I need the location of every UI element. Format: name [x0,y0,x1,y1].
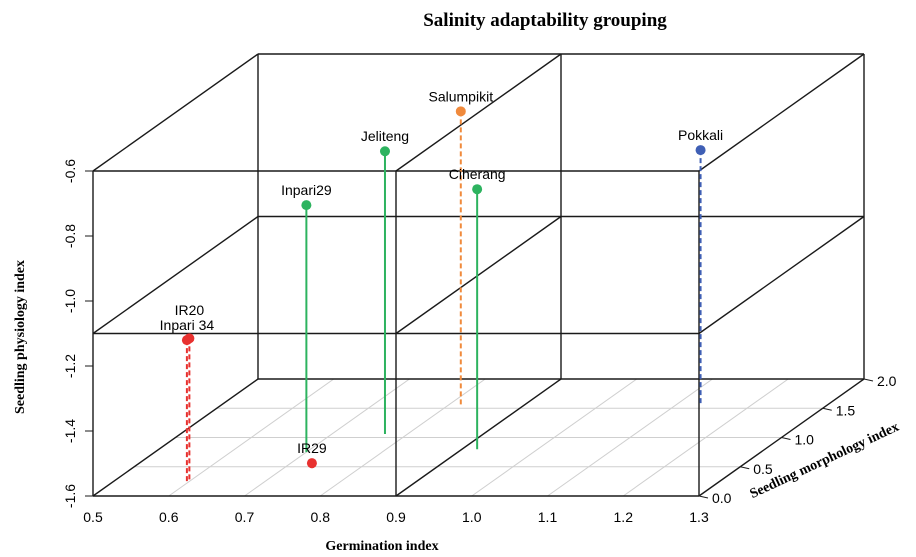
data-point [184,333,195,344]
x-tick-label: 1.1 [538,509,558,525]
point-label: Inpari 34 [160,317,215,333]
data-point [306,458,317,469]
point-label: Inpari29 [281,182,332,198]
x-tick-label: 0.6 [159,509,179,525]
z-tick-label: -1.6 [62,484,78,508]
box-edge [698,215,865,335]
x-tick-label: 0.5 [83,509,103,525]
x-axis-title: Germination index [325,539,438,554]
data-point [472,184,483,195]
box-edge [92,378,259,497]
y-tick-mark [863,378,874,382]
x-tick-label: 0.9 [386,509,406,525]
x-tick-label: 1.2 [614,509,634,525]
point-label: IR20 [175,302,205,318]
z-tick-label: -1.0 [62,289,78,313]
y-tick-mark [698,495,709,499]
y-tick-mark [822,407,832,411]
axis-ticks: 0.5 0.6 0.7 0.8 0.9 1.0 1.1 1.2 1.30.0 0.5 1.0 1.5 2… [62,159,897,525]
box-edge [395,215,562,335]
z-tick-label: -1.2 [62,354,78,378]
point-label: Salumpikit [429,88,494,104]
y-tick-label: 1.0 [795,432,815,448]
y-tick-mark [740,466,750,470]
chart-title: Salinity adaptability grouping [423,10,667,31]
data-point [455,106,466,117]
point-label: Pokkali [678,127,723,143]
data-point [695,145,706,156]
z-tick-label: -0.8 [62,224,78,248]
box-edge [92,215,259,335]
x-tick-label: 0.7 [235,509,255,525]
x-tick-label: 1.0 [462,509,482,525]
y-tick-mark [781,437,791,440]
box-edge [395,53,562,172]
point-label: IR29 [297,440,327,456]
y-tick-label: 2.0 [877,373,897,389]
point-label: Jeliteng [361,128,409,144]
x-tick-label: 1.3 [689,509,709,525]
z-axis-title: Seedling physiology index [13,260,28,414]
box-edge [698,53,865,172]
y-tick-label: 1.5 [836,402,856,418]
box-grid [92,53,865,497]
point-label: Ciherang [449,166,506,182]
data-point [379,146,390,157]
data-point [301,200,312,211]
z-tick-label: -0.6 [62,159,78,183]
y-tick-label: 0.0 [712,490,732,506]
box-edge [395,378,562,497]
box-edge [92,53,259,172]
y-tick-label: 0.5 [753,461,773,477]
x-tick-label: 0.8 [311,509,331,525]
z-tick-label: -1.4 [62,419,78,443]
